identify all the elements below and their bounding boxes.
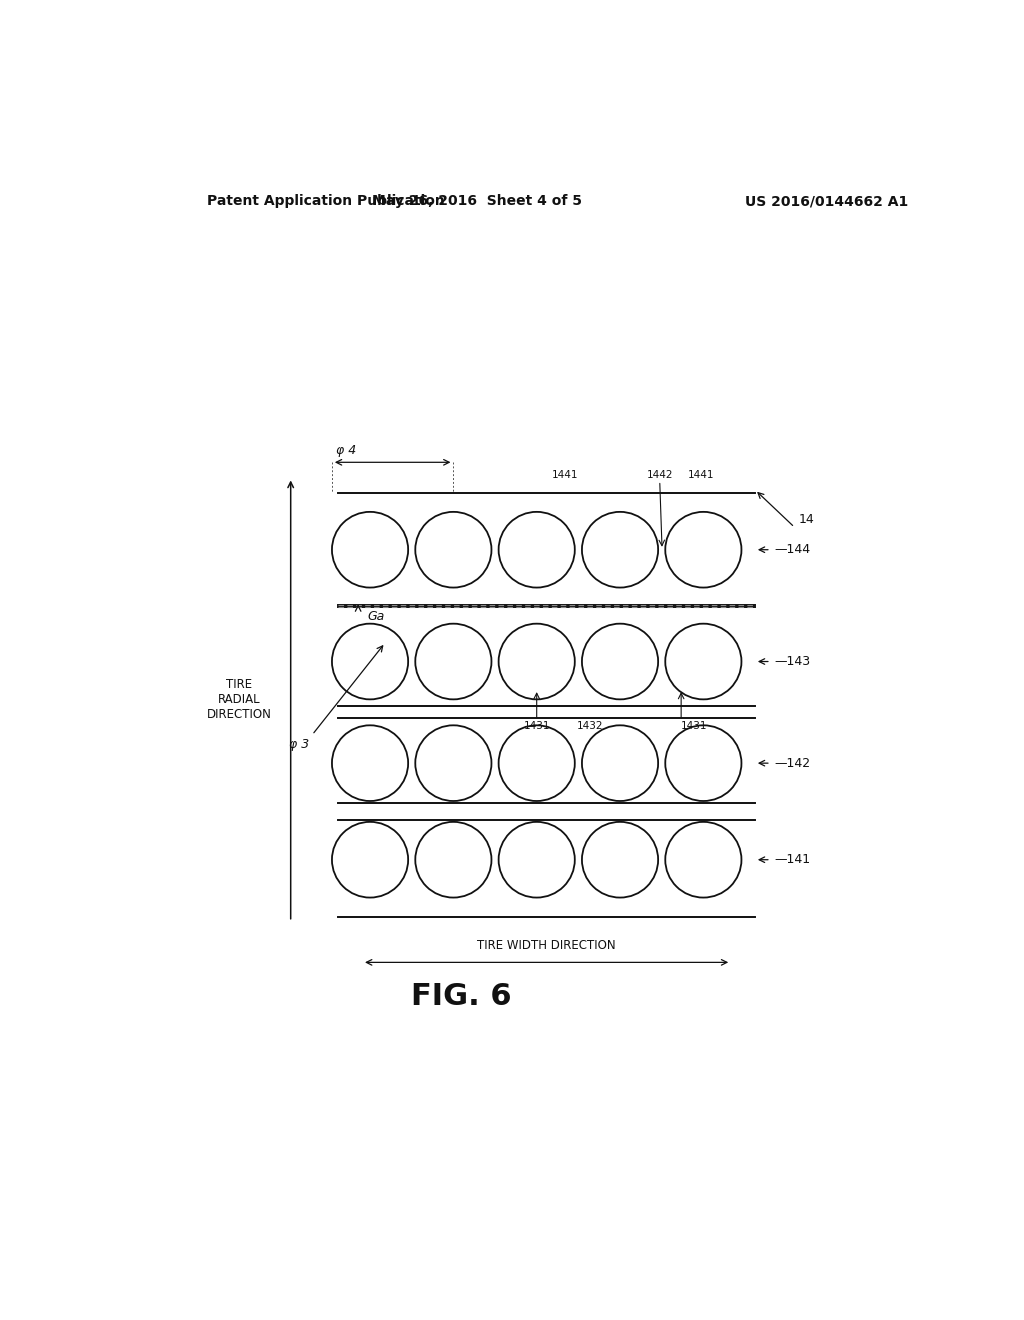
Text: 1441: 1441: [688, 470, 715, 479]
Text: φ 3: φ 3: [290, 738, 309, 751]
Text: 1442: 1442: [646, 470, 673, 479]
Text: 14: 14: [799, 512, 814, 525]
Text: 1432: 1432: [577, 722, 603, 731]
Text: —143: —143: [775, 655, 811, 668]
Text: May 26, 2016  Sheet 4 of 5: May 26, 2016 Sheet 4 of 5: [372, 194, 583, 209]
Text: 1431: 1431: [523, 722, 550, 731]
Text: Patent Application Publication: Patent Application Publication: [207, 194, 445, 209]
Text: FIG. 6: FIG. 6: [411, 982, 512, 1011]
Text: US 2016/0144662 A1: US 2016/0144662 A1: [744, 194, 908, 209]
Text: 1441: 1441: [552, 470, 578, 479]
Text: φ 4: φ 4: [336, 445, 356, 457]
Text: TIRE
RADIAL
DIRECTION: TIRE RADIAL DIRECTION: [207, 678, 271, 721]
Text: —142: —142: [775, 756, 811, 770]
Text: —141: —141: [775, 853, 811, 866]
Text: TIRE WIDTH DIRECTION: TIRE WIDTH DIRECTION: [477, 940, 616, 952]
Text: 1431: 1431: [681, 722, 708, 731]
Text: Ga: Ga: [368, 610, 385, 623]
Text: —144: —144: [775, 544, 811, 556]
